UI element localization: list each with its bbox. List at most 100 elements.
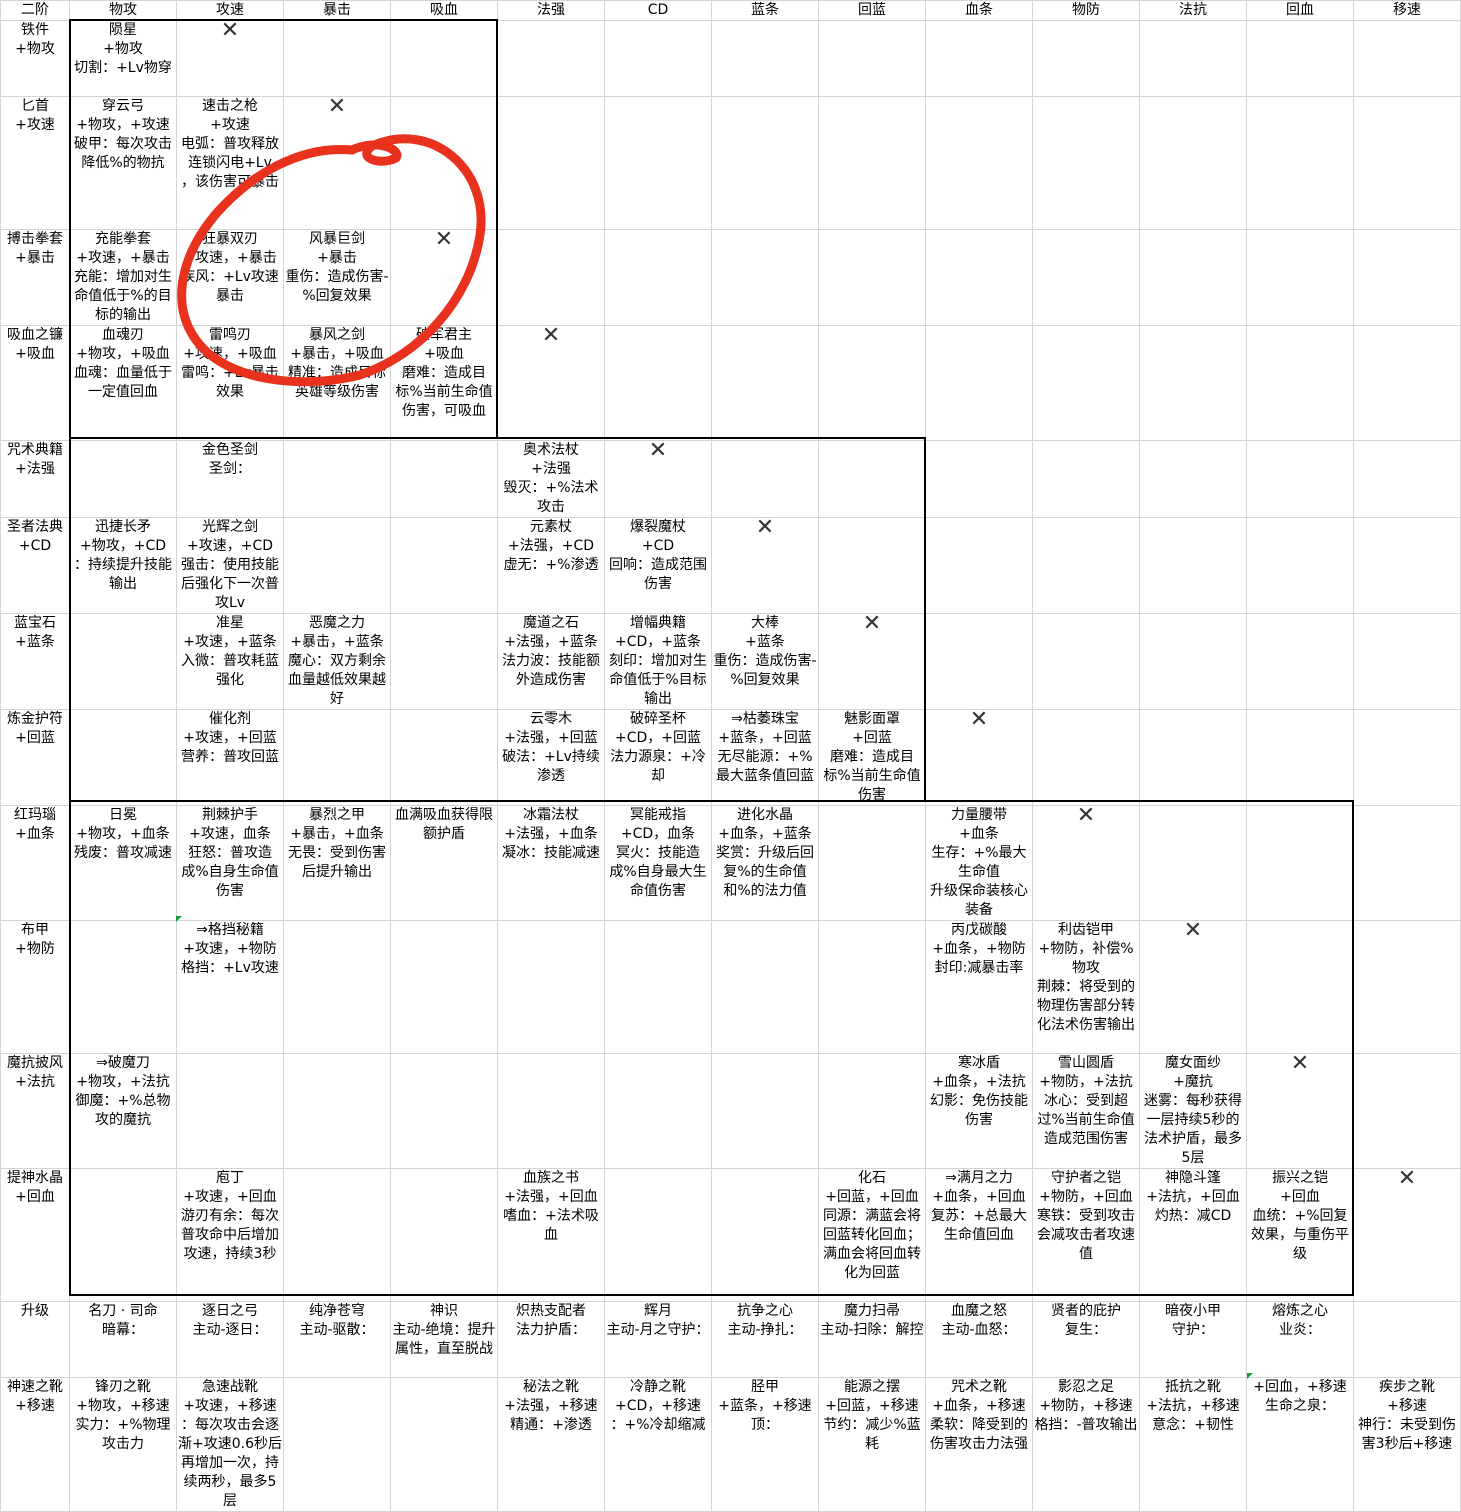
- table-cell[interactable]: 抗争之心 主动-挣扎：: [711, 1301, 819, 1378]
- table-cell[interactable]: [1032, 440, 1140, 518]
- table-cell[interactable]: 血魔之怒 主动-血怒：: [925, 1301, 1033, 1378]
- table-cell[interactable]: ⇒满月之力 +血条，+回血 复苏：+总最大生命值回血: [925, 1168, 1033, 1302]
- table-cell[interactable]: [1246, 229, 1354, 326]
- table-cell[interactable]: 秘法之靴 +法强，+移速 精通：+渗透: [497, 1377, 605, 1512]
- table-cell[interactable]: [69, 1168, 177, 1302]
- table-cell[interactable]: 力量腰带 +血条 生存：+%最大生命值 升级保命装核心装备: [925, 805, 1033, 921]
- table-cell[interactable]: [1353, 1301, 1461, 1378]
- table-cell[interactable]: [283, 1377, 391, 1512]
- table-cell[interactable]: ✕: [283, 96, 391, 230]
- table-cell[interactable]: 速击之枪 +攻速 电弧：普攻释放连锁闪电+Lv ，该伤害可暴击: [176, 96, 284, 230]
- table-cell[interactable]: ⇒枯萎珠宝 +蓝条，+回蓝 无尽能源：+%最大蓝条值回蓝: [711, 709, 819, 806]
- table-cell[interactable]: 名刀 · 司命 暗幕：: [69, 1301, 177, 1378]
- table-cell[interactable]: [390, 517, 498, 614]
- table-cell[interactable]: [925, 517, 1033, 614]
- table-cell[interactable]: ✕: [1032, 805, 1140, 921]
- table-cell[interactable]: 爆裂魔杖 +CD 回响：造成范围伤害: [604, 517, 712, 614]
- table-cell[interactable]: [925, 325, 1033, 441]
- table-cell[interactable]: [390, 20, 498, 97]
- table-cell[interactable]: 影忍之足 +物防，+移速 格挡：-普攻输出: [1032, 1377, 1140, 1512]
- table-cell[interactable]: [390, 1168, 498, 1302]
- table-cell[interactable]: [69, 440, 177, 518]
- table-cell[interactable]: [818, 20, 926, 97]
- table-cell[interactable]: 魔女面纱 +魔抗 迷雾：每秒获得一层持续5秒的法术护盾，最多5层: [1139, 1053, 1247, 1169]
- table-cell[interactable]: [283, 709, 391, 806]
- table-cell[interactable]: 奥术法杖 +法强 毁灭：+%法术攻击: [497, 440, 605, 518]
- table-cell[interactable]: 炽热支配者 法力护盾：: [497, 1301, 605, 1378]
- table-cell[interactable]: 寒冰盾 +血条，+法抗 幻影：免伤技能伤害: [925, 1053, 1033, 1169]
- table-cell[interactable]: [390, 96, 498, 230]
- table-cell[interactable]: [176, 1053, 284, 1169]
- table-cell[interactable]: 守护者之铠 +物防，+回血 寒铁：受到攻击会减攻击者攻速值: [1032, 1168, 1140, 1302]
- table-cell[interactable]: [1353, 709, 1461, 806]
- table-cell[interactable]: 陨星 +物攻 切割：+Lv物穿: [69, 20, 177, 97]
- table-cell[interactable]: [390, 1377, 498, 1512]
- table-cell[interactable]: ✕: [1139, 920, 1247, 1054]
- table-cell[interactable]: 贤者的庇护 复生：: [1032, 1301, 1140, 1378]
- table-cell[interactable]: [1353, 517, 1461, 614]
- table-cell[interactable]: ✕: [711, 517, 819, 614]
- table-cell[interactable]: [925, 229, 1033, 326]
- table-cell[interactable]: [711, 229, 819, 326]
- table-cell[interactable]: [497, 96, 605, 230]
- table-cell[interactable]: [1246, 20, 1354, 97]
- table-cell[interactable]: [283, 20, 391, 97]
- table-cell[interactable]: [1246, 440, 1354, 518]
- table-cell[interactable]: [711, 440, 819, 518]
- table-cell[interactable]: [69, 709, 177, 806]
- table-cell[interactable]: [711, 920, 819, 1054]
- table-cell[interactable]: [1032, 229, 1140, 326]
- table-cell[interactable]: 利齿铠甲 +物防，补偿%物攻 荆棘：将受到的物理伤害部分转化法术伤害输出: [1032, 920, 1140, 1054]
- table-cell[interactable]: 庖丁 +攻速，+回血 游刃有余：每次普攻命中后增加攻速，持续3秒: [176, 1168, 284, 1302]
- table-cell[interactable]: [604, 920, 712, 1054]
- table-cell[interactable]: 纯净苍穹 主动-驱散：: [283, 1301, 391, 1378]
- table-cell[interactable]: [1353, 440, 1461, 518]
- table-cell[interactable]: [1032, 96, 1140, 230]
- table-cell[interactable]: [604, 1168, 712, 1302]
- table-cell[interactable]: 胫甲 +蓝条，+移速 顶：: [711, 1377, 819, 1512]
- table-cell[interactable]: [818, 325, 926, 441]
- table-cell[interactable]: [497, 229, 605, 326]
- table-cell[interactable]: 大棒 +蓝条 重伤：造成伤害-%回复效果: [711, 613, 819, 710]
- table-cell[interactable]: [283, 517, 391, 614]
- table-cell[interactable]: [390, 1053, 498, 1169]
- table-cell[interactable]: 神隐斗篷 +法抗，+回血 灼热：减CD: [1139, 1168, 1247, 1302]
- table-cell[interactable]: 元素杖 +法强，+CD 虚无：+%渗透: [497, 517, 605, 614]
- table-cell[interactable]: ✕: [604, 440, 712, 518]
- table-cell[interactable]: [497, 920, 605, 1054]
- table-cell[interactable]: +回血，+移速 生命之泉：: [1246, 1377, 1354, 1512]
- table-cell[interactable]: [818, 1053, 926, 1169]
- table-cell[interactable]: 血魂刃 +物攻，+吸血 血魂：血量低于一定值回血: [69, 325, 177, 441]
- table-cell[interactable]: 增幅典籍 +CD，+蓝条 刻印：增加对生命值低于%目标输出: [604, 613, 712, 710]
- table-cell[interactable]: 能源之摆 +回蓝，+移速 节约：减少%蓝耗: [818, 1377, 926, 1512]
- table-cell[interactable]: 穿云弓 +物攻，+攻速 破甲：每次攻击降低%的物抗: [69, 96, 177, 230]
- table-cell[interactable]: 疾步之靴 +移速 神行：未受到伤害3秒后+移速: [1353, 1377, 1461, 1512]
- table-cell[interactable]: 雷鸣刃 +攻速，+吸血 雷鸣：+Lv暴击效果: [176, 325, 284, 441]
- table-cell[interactable]: [711, 1053, 819, 1169]
- table-cell[interactable]: 金色圣剑 圣剑：: [176, 440, 284, 518]
- table-cell[interactable]: [1139, 96, 1247, 230]
- table-cell[interactable]: 催化剂 +攻速，+回蓝 营养：普攻回蓝: [176, 709, 284, 806]
- table-cell[interactable]: [69, 613, 177, 710]
- table-cell[interactable]: [283, 1168, 391, 1302]
- table-cell[interactable]: [390, 920, 498, 1054]
- table-cell[interactable]: 破军君主 +吸血 磨难：造成目标%当前生命值伤害，可吸血: [390, 325, 498, 441]
- table-cell[interactable]: [604, 325, 712, 441]
- table-cell[interactable]: [1139, 20, 1247, 97]
- table-cell[interactable]: [604, 96, 712, 230]
- table-cell[interactable]: [1353, 920, 1461, 1054]
- table-cell[interactable]: [1139, 517, 1247, 614]
- table-cell[interactable]: 逐日之弓 主动-逐日：: [176, 1301, 284, 1378]
- table-cell[interactable]: [1246, 920, 1354, 1054]
- table-cell[interactable]: [390, 613, 498, 710]
- table-cell[interactable]: 化石 +回蓝，+回血 同源：满蓝会将回蓝转化回血；满血会将回血转化为回蓝: [818, 1168, 926, 1302]
- table-cell[interactable]: [1139, 325, 1247, 441]
- table-cell[interactable]: [818, 96, 926, 230]
- table-cell[interactable]: 狂暴双刃 +攻速，+暴击 疾风：+Lv攻速暴击: [176, 229, 284, 326]
- table-cell[interactable]: [604, 20, 712, 97]
- table-cell[interactable]: 冷静之靴 +CD，+移速 ：+%冷却缩减: [604, 1377, 712, 1512]
- table-cell[interactable]: [711, 1168, 819, 1302]
- table-cell[interactable]: ✕: [925, 709, 1033, 806]
- table-cell[interactable]: 冰霜法杖 +法强，+血条 凝冰：技能减速: [497, 805, 605, 921]
- table-cell[interactable]: 神识 主动-绝境：提升属性，直至脱战: [390, 1301, 498, 1378]
